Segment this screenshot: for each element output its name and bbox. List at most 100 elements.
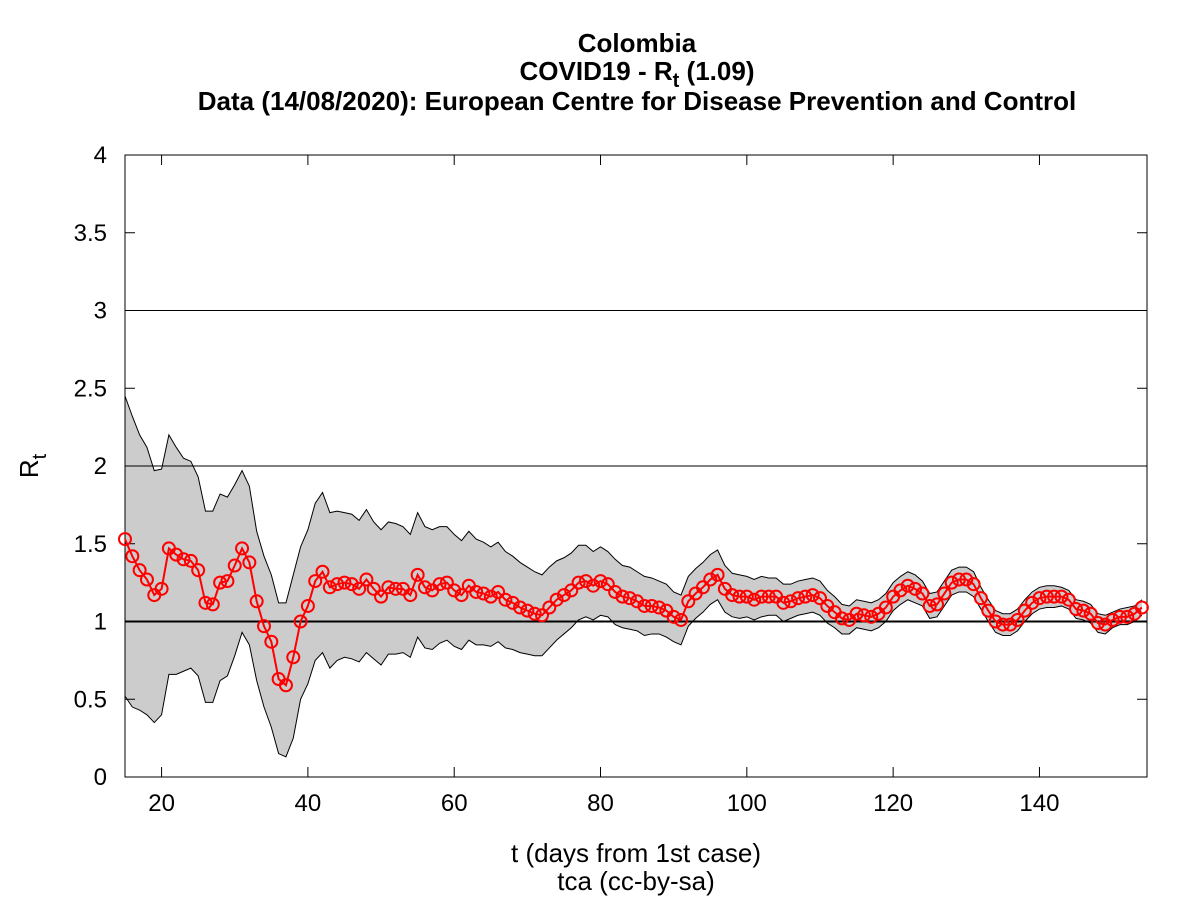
rt-marker (1017, 603, 1032, 618)
rt-marker (249, 594, 264, 609)
y-tick-label: 2.5 (74, 375, 107, 402)
rt-marker (315, 564, 330, 579)
rt-marker (937, 586, 952, 601)
rt-marker (652, 600, 667, 615)
rt-marker (256, 619, 271, 634)
rt-marker (381, 580, 396, 595)
rt-marker (498, 592, 513, 607)
confidence-band (125, 396, 1142, 757)
rt-marker (154, 581, 169, 596)
rt-marker (1083, 606, 1098, 621)
rt-marker (681, 594, 696, 609)
rt-marker (169, 547, 184, 562)
y-tick-label: 1.5 (74, 531, 107, 558)
rt-marker (337, 575, 352, 590)
rt-marker (330, 577, 345, 592)
y-tick-label: 3 (94, 298, 107, 325)
rt-marker (761, 589, 776, 604)
band-upper (124, 395, 1143, 616)
y-label-main: R (14, 459, 44, 478)
rt-marker (439, 575, 454, 590)
x-axis-label: t (days from 1st case) (511, 838, 761, 868)
rt-marker (578, 574, 593, 589)
rt-marker (893, 583, 908, 598)
rt-marker (176, 552, 191, 567)
rt-marker (1032, 591, 1047, 606)
rt-marker (300, 598, 315, 613)
rt-marker (534, 608, 549, 623)
rt-marker (520, 603, 535, 618)
rt-marker (403, 588, 418, 603)
rt-marker (1098, 617, 1113, 632)
rt-marker (622, 591, 637, 606)
rt-marker (527, 606, 542, 621)
rt-marker (344, 577, 359, 592)
y-tick-label: 3.5 (74, 220, 107, 247)
rt-marker (278, 678, 293, 693)
subtitle-after: (1.09) (679, 56, 754, 86)
band-lower (124, 591, 1143, 758)
rt-marker (1039, 589, 1054, 604)
rt-marker (695, 580, 710, 595)
rt-marker (264, 634, 279, 649)
rt-marker (235, 541, 250, 556)
rt-marker (447, 583, 462, 598)
rt-marker (930, 597, 945, 612)
rt-marker (139, 572, 154, 587)
rt-marker (432, 577, 447, 592)
rt-marker (118, 532, 132, 547)
rt-marker (132, 563, 147, 578)
rt-marker (776, 595, 791, 610)
rt-marker (973, 591, 988, 606)
rt-marker (1025, 595, 1040, 610)
rt-marker (374, 589, 389, 604)
x-tick-label: 140 (1019, 790, 1059, 817)
rt-marker (125, 549, 140, 564)
rt-marker (908, 581, 923, 596)
rt-marker (600, 577, 615, 592)
rt-marker (417, 580, 432, 595)
rt-marker (191, 563, 206, 578)
rt-marker (220, 574, 235, 589)
rt-marker (754, 589, 769, 604)
rt-marker (732, 589, 747, 604)
x-tick-label: 120 (873, 790, 913, 817)
rt-marker (703, 572, 718, 587)
rt-marker (615, 589, 630, 604)
rt-marker (644, 598, 659, 613)
footer: tca (cc-by-sa) (557, 866, 714, 896)
rt-marker (944, 575, 959, 590)
rt-marker (739, 589, 754, 604)
rt-marker (286, 650, 301, 665)
rt-marker (849, 606, 864, 621)
rt-marker (1112, 609, 1127, 624)
y-axis-label: Rt (14, 453, 51, 478)
chart-title: Colombia (578, 28, 697, 58)
y-label-sub: t (29, 453, 51, 459)
rt-marker (476, 586, 491, 601)
rt-marker (915, 586, 930, 601)
rt-marker (183, 553, 198, 568)
rt-marker (1069, 602, 1084, 617)
chart-source: Data (14/08/2020): European Centre for D… (198, 86, 1076, 116)
rt-marker (359, 572, 374, 587)
rt-marker (564, 583, 579, 598)
rt-marker (469, 584, 484, 599)
rt-marker (454, 588, 469, 603)
rt-marker (666, 609, 681, 624)
rt-marker (549, 592, 564, 607)
x-tick-label: 20 (148, 790, 175, 817)
rt-marker (213, 575, 228, 590)
rt-marker (951, 572, 966, 587)
rt-marker (1010, 612, 1025, 627)
rt-marker (900, 578, 915, 593)
rt-marker (198, 595, 213, 610)
rt-marker (322, 580, 337, 595)
rt-marker (864, 609, 879, 624)
rt-marker (959, 572, 974, 587)
rt-marker (293, 614, 308, 629)
rt-marker (586, 578, 601, 593)
y-tick-label: 2 (94, 453, 107, 480)
rt-marker (798, 589, 813, 604)
